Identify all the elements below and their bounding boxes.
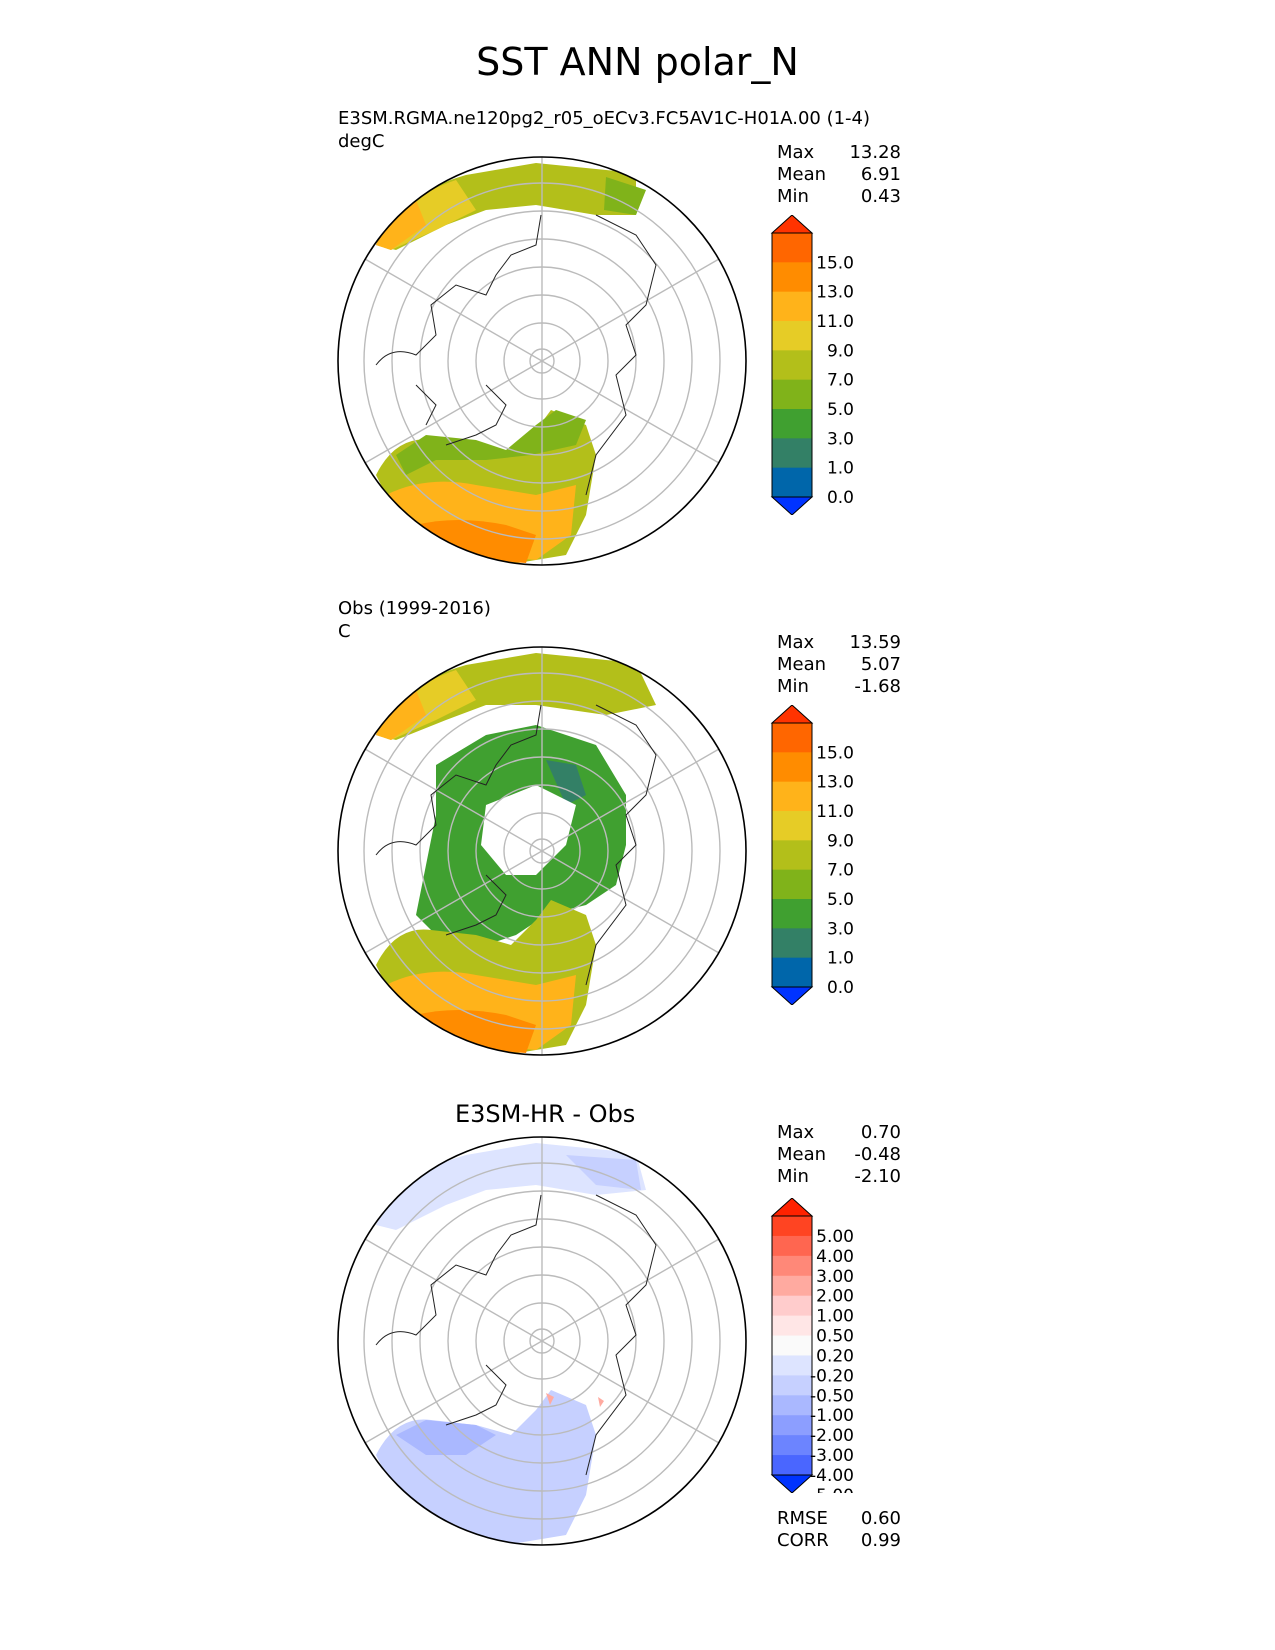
panel-3-colorbar-segment [772,1295,812,1317]
panel-1-colorbar-tick-label: 13.0 [816,283,854,303]
panel-3-colorbar-tick-label: -4.00 [810,1466,854,1486]
panel-2-stats: Max 13.59 Mean 5.07 Min -1.68 [777,632,901,697]
panel-2-graticule [363,647,721,1055]
panel-1-colorbar-tick-label: 1.0 [827,459,854,479]
panel-3-colorbar-segment [772,1355,812,1376]
panel-3-colorbar-segment [772,1275,812,1297]
panel-3-colorbar-tick-label: 4.00 [816,1247,854,1267]
panel-2-coastlines [375,704,657,986]
panel-1-colorbar-segment [772,321,812,351]
panel-3-colorbar-tick-label: 1.00 [816,1307,854,1327]
panel-1-colorbar-frame [771,232,813,498]
panel-3-colorbar-tick-label: -0.50 [810,1386,854,1406]
panel-2-colorbar-segment [772,723,812,753]
panel-1-polar-map [337,156,747,566]
panel-3-colorbar-extend-max [770,1198,814,1217]
panel-2-colorbar-extend-max [770,705,814,724]
figure-title: SST ANN polar_N [476,40,799,84]
panel-2-colorbar-segment [772,928,812,959]
panel-3-colorbar-segment [772,1395,812,1416]
panel-3-colorbar-tick-label: -1.00 [810,1406,854,1426]
panel-1-colorbar-tick-label: 3.0 [827,429,854,449]
panel-2-colorbar-tick-label: 7.0 [827,861,854,881]
panel-2-colorbar-segment [772,781,812,812]
panel-3-graticule [363,1137,721,1545]
panel-3-colorbar-frame [771,1215,813,1476]
panel-3-colorbar-segment [772,1235,812,1257]
panel-1-colorbar-extend-max [770,215,814,234]
panel-2-colorbar-segment [772,752,812,783]
panel-1-coastlines [375,214,657,496]
panel-3-diff-north-atlantic [376,1143,646,1230]
panel-1-graticule [363,157,721,565]
panel-3-map-boundary [337,1136,747,1546]
panel-3-colorbar-tick-label: 3.00 [816,1267,854,1287]
panel-1-title: E3SM.RGMA.ne120pg2_r05_oECv3.FC5AV1C-H01… [338,108,871,129]
panel-1-colorbar-tick-label: 11.0 [816,312,854,332]
panel-2-colorbar-segment [772,840,812,871]
panel-3-colorbar-segment [772,1335,812,1356]
panel-3-colorbar-segment [772,1455,812,1476]
panel-2-colorbar-tick-label: 3.0 [827,919,854,939]
panel-1-colorbar-tick-label: 7.0 [827,371,854,391]
panel-1-colorbar-segment [772,379,812,410]
panel-3-colorbar-segment [772,1315,812,1337]
panel-2-colorbar-segment [772,811,812,841]
panel-2-polar-map [337,646,747,1056]
panel-3-colorbar-segment [772,1255,812,1277]
panel-1-colorbar-segment [772,409,812,439]
panel-3-title: E3SM-HR - Obs [455,1100,636,1128]
panel-3-colorbar-tick-label: 2.00 [816,1287,854,1307]
panel-1-colorbar-segment [772,467,812,498]
panel-2-colorbar-tick-label: 9.0 [827,831,854,851]
panel-3-stats: Max 0.70 Mean -0.48 Min -2.10 [777,1122,901,1187]
panel-2-colorbar-segment [772,869,812,900]
panel-1-stats: Max 13.28 Mean 6.91 Min 0.43 [777,142,901,207]
panel-1-colorbar-extend-min [770,496,814,515]
panel-1-colorbar-segment [772,233,812,263]
panel-3-error-stats: RMSE 0.60 CORR 0.99 [777,1508,901,1551]
panel-2-colorbar-extend-min [770,986,814,1005]
panel-3-colorbar-tick-label: -5.00 [810,1486,854,1493]
panel-1-colorbar-tick-label: 9.0 [827,341,854,361]
panel-2-units: C [338,621,351,642]
panel-3-colorbar-tick-label: -2.00 [810,1426,854,1446]
panel-2-colorbar-tick-label: 5.0 [827,890,854,910]
panel-3-polar-map [337,1136,747,1546]
panel-3-colorbar-tick-label: 0.20 [816,1346,854,1366]
panel-3-colorbar-tick-label: 0.50 [816,1327,854,1347]
panel-1-colorbar-tick-label: 0.0 [827,488,854,508]
panel-3-coastlines [375,1194,657,1476]
panel-2-colorbar-tick-label: 15.0 [816,743,854,763]
panel-2-colorbar-frame [771,722,813,988]
panel-2-colorbar-tick-label: 13.0 [816,773,854,793]
panel-2-map-boundary [337,646,747,1056]
panel-2-colorbar: 15.013.011.09.07.05.03.01.00.0-1.0 [770,705,854,1005]
panel-1-units: degC [338,131,385,152]
panel-1-colorbar-segment [772,291,812,322]
panel-2-colorbar-tick-label: 11.0 [816,802,854,822]
panel-1-colorbar-tick-label: 15.0 [816,253,854,273]
panel-3-colorbar-segment [772,1435,812,1456]
panel-3-colorbar-tick-label: -3.00 [810,1446,854,1466]
panel-3-diff-north-pacific [376,1390,596,1545]
panel-2-title: Obs (1999-2016) [338,598,491,619]
panel-1-colorbar-tick-label: 5.0 [827,400,854,420]
panel-1-colorbar-segment [772,438,812,469]
panel-3-colorbar-extend-min [770,1474,814,1493]
panel-3-colorbar-segment [772,1375,812,1396]
panel-3-colorbar: 5.004.003.002.001.000.500.20-0.20-0.50-1… [770,1198,854,1493]
panel-2-colorbar-segment [772,957,812,988]
panel-2-colorbar-tick-label: 1.0 [827,949,854,969]
panel-3-colorbar-tick-label: 5.00 [816,1227,854,1247]
panel-1-colorbar: 15.013.011.09.07.05.03.01.00.0-1.0 [770,215,854,515]
panel-2-colorbar-tick-label: 0.0 [827,978,854,998]
panel-3-colorbar-segment [772,1216,812,1237]
panel-2-colorbar-segment [772,899,812,929]
panel-3-colorbar-tick-label: -0.20 [810,1366,854,1386]
panel-1-colorbar-segment [772,262,812,293]
panel-1-map-boundary [337,156,747,566]
panel-3-colorbar-segment [772,1415,812,1436]
panel-1-colorbar-segment [772,350,812,381]
